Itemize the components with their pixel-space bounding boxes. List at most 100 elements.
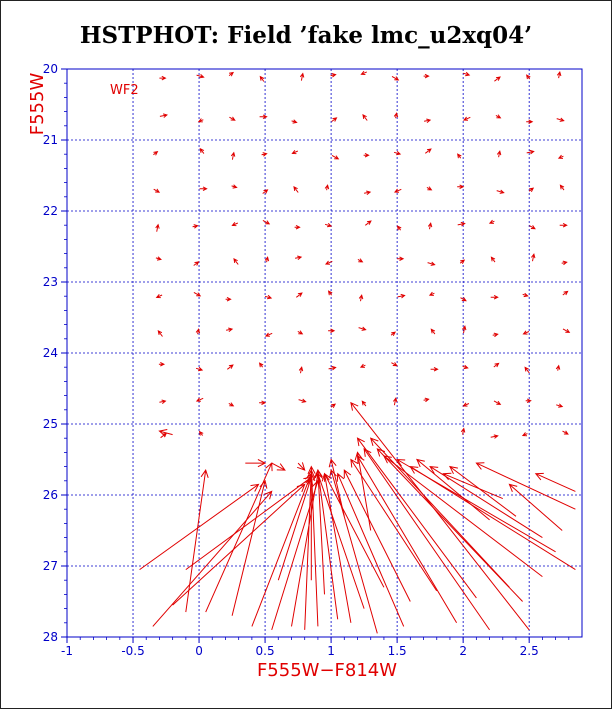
y-axis-ticks: 20 21 22 23 24 25 26 27 28 [43,62,67,644]
vector-mark [262,189,269,194]
vector-mark [555,364,561,371]
y-tick-label: 25 [43,417,58,431]
vector-mark [350,401,530,631]
vector-mark [460,427,466,435]
x-tick-label: 1.5 [388,644,407,658]
vector-mark [330,73,337,78]
vector-mark [157,329,163,337]
vector-mark [327,290,333,296]
vector-mark [526,119,534,124]
vector-mark [393,188,402,193]
vector-mark [291,119,298,124]
vector-mark [264,256,270,263]
vector-mark [316,472,365,609]
vector-mark [259,75,265,82]
vector-mark [423,73,430,79]
vector-mark [457,221,466,227]
vector-mark [298,398,307,403]
vector-mark [245,459,267,468]
vector-mark [155,293,163,299]
vector-mark [393,397,398,406]
vector-mark [197,118,204,123]
y-tick-label: 26 [43,488,58,502]
vector-mark [185,468,209,613]
vector-mark [376,448,523,602]
vector-mark [358,294,364,302]
vector-mark [196,74,205,79]
vector-mark [492,332,499,338]
vector-mark [261,152,268,157]
vector-mark [463,71,471,77]
vector-mark [383,455,543,577]
vector-mark [534,472,576,492]
y-tick-label: 21 [43,133,58,147]
vector-mark [271,479,320,631]
vector-mark [259,400,267,405]
vector-mark [262,219,271,225]
vector-mark [158,361,166,367]
vector-mark [172,483,306,606]
vector-mark [397,256,405,261]
y-tick-label: 23 [43,275,58,289]
vector-mark [336,472,405,627]
vector-mark [350,458,438,592]
grid-lines [67,69,582,637]
vector-mark [233,258,239,265]
vector-mark [562,430,569,435]
vector-mark [153,151,159,156]
vector-mark [328,328,336,333]
vector-mark [324,222,333,228]
vector-mark [356,437,477,599]
vector-mark [330,403,336,409]
vector-mark [561,260,568,266]
vector-mark [297,462,306,471]
vector-mark [365,220,372,226]
vector-mark [429,466,543,539]
vector-mark [271,462,286,471]
vector-mark [294,224,301,230]
vector-mark [562,328,571,333]
y-tick-label: 22 [43,204,58,218]
vector-mark [490,294,499,300]
vector-mark [331,154,340,160]
vector-mark [199,147,205,154]
vector-mark [231,184,238,189]
vector-mark [193,291,202,297]
vector-mark [356,454,458,624]
vector-mark [462,325,467,334]
vector-mark [231,221,239,227]
vector-mark [155,256,162,261]
vector-mark [363,447,491,631]
vector-mark [529,225,536,230]
vector-mark [152,490,273,627]
vector-mark [490,256,496,263]
vector-mark [391,362,398,367]
vector-mark [343,469,411,602]
vector-mark [521,432,528,437]
vector-mark [230,151,236,160]
vector-mark [158,429,173,437]
vector-mark [227,364,234,370]
chip-label: WF2 [110,83,139,98]
vector-mark [427,222,433,230]
vector-mark [495,114,502,119]
vector-mark [199,186,208,191]
vector-mark [393,150,402,156]
vector-mark [363,152,370,158]
vector-mark [307,465,319,627]
vector-mark [192,224,199,229]
vector-mark [198,430,204,436]
y-tick-label: 28 [43,630,58,644]
vector-mark [159,399,167,404]
vector-mark [155,223,160,232]
vector-mark [426,186,433,191]
vector-mark [397,293,406,299]
vector-mark [358,326,367,331]
vector-mark [409,466,576,571]
vector-mark [323,472,385,588]
x-tick-label: 1 [327,644,335,658]
vector-mark [460,297,467,302]
vector-mark [531,253,536,262]
vector-mark [490,434,499,439]
x-tick-label: 0 [195,644,203,658]
